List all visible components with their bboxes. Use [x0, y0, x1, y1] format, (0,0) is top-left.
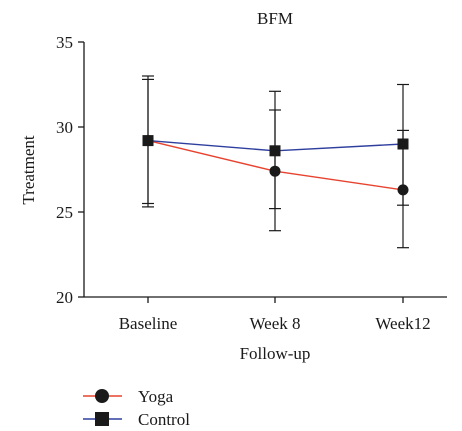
x-axis-label: Follow-up	[240, 344, 311, 363]
data-point	[142, 135, 154, 147]
legend-marker	[95, 412, 109, 426]
data-point	[269, 145, 281, 157]
series-markers-control	[142, 135, 409, 157]
y-tick-label: 20	[56, 288, 73, 307]
legend-label: Yoga	[138, 387, 174, 406]
x-tick-label: Baseline	[119, 314, 178, 333]
legend-marker	[95, 389, 109, 403]
y-tick-label: 25	[56, 203, 73, 222]
y-axis: 20 25 30 35	[56, 33, 85, 307]
y-tick-label: 35	[56, 33, 73, 52]
y-tick-label: 30	[56, 118, 73, 137]
y-ticks: 20 25 30 35	[56, 33, 84, 307]
chart-title: BFM	[257, 9, 293, 28]
legend-label: Control	[138, 410, 190, 429]
legend-item-control: Control	[83, 410, 190, 429]
data-point	[269, 165, 281, 177]
data-point	[397, 184, 409, 196]
legend: Yoga Control	[83, 387, 190, 429]
x-tick-label: Week 8	[249, 314, 300, 333]
series-layer	[142, 75, 409, 249]
x-axis: Baseline Week 8 Week12	[84, 296, 447, 333]
x-tick-label: Week12	[375, 314, 430, 333]
legend-item-yoga: Yoga	[83, 387, 174, 406]
x-ticks: Baseline Week 8 Week12	[119, 297, 431, 333]
y-axis-label: Treatment	[19, 135, 38, 205]
data-point	[397, 138, 409, 150]
